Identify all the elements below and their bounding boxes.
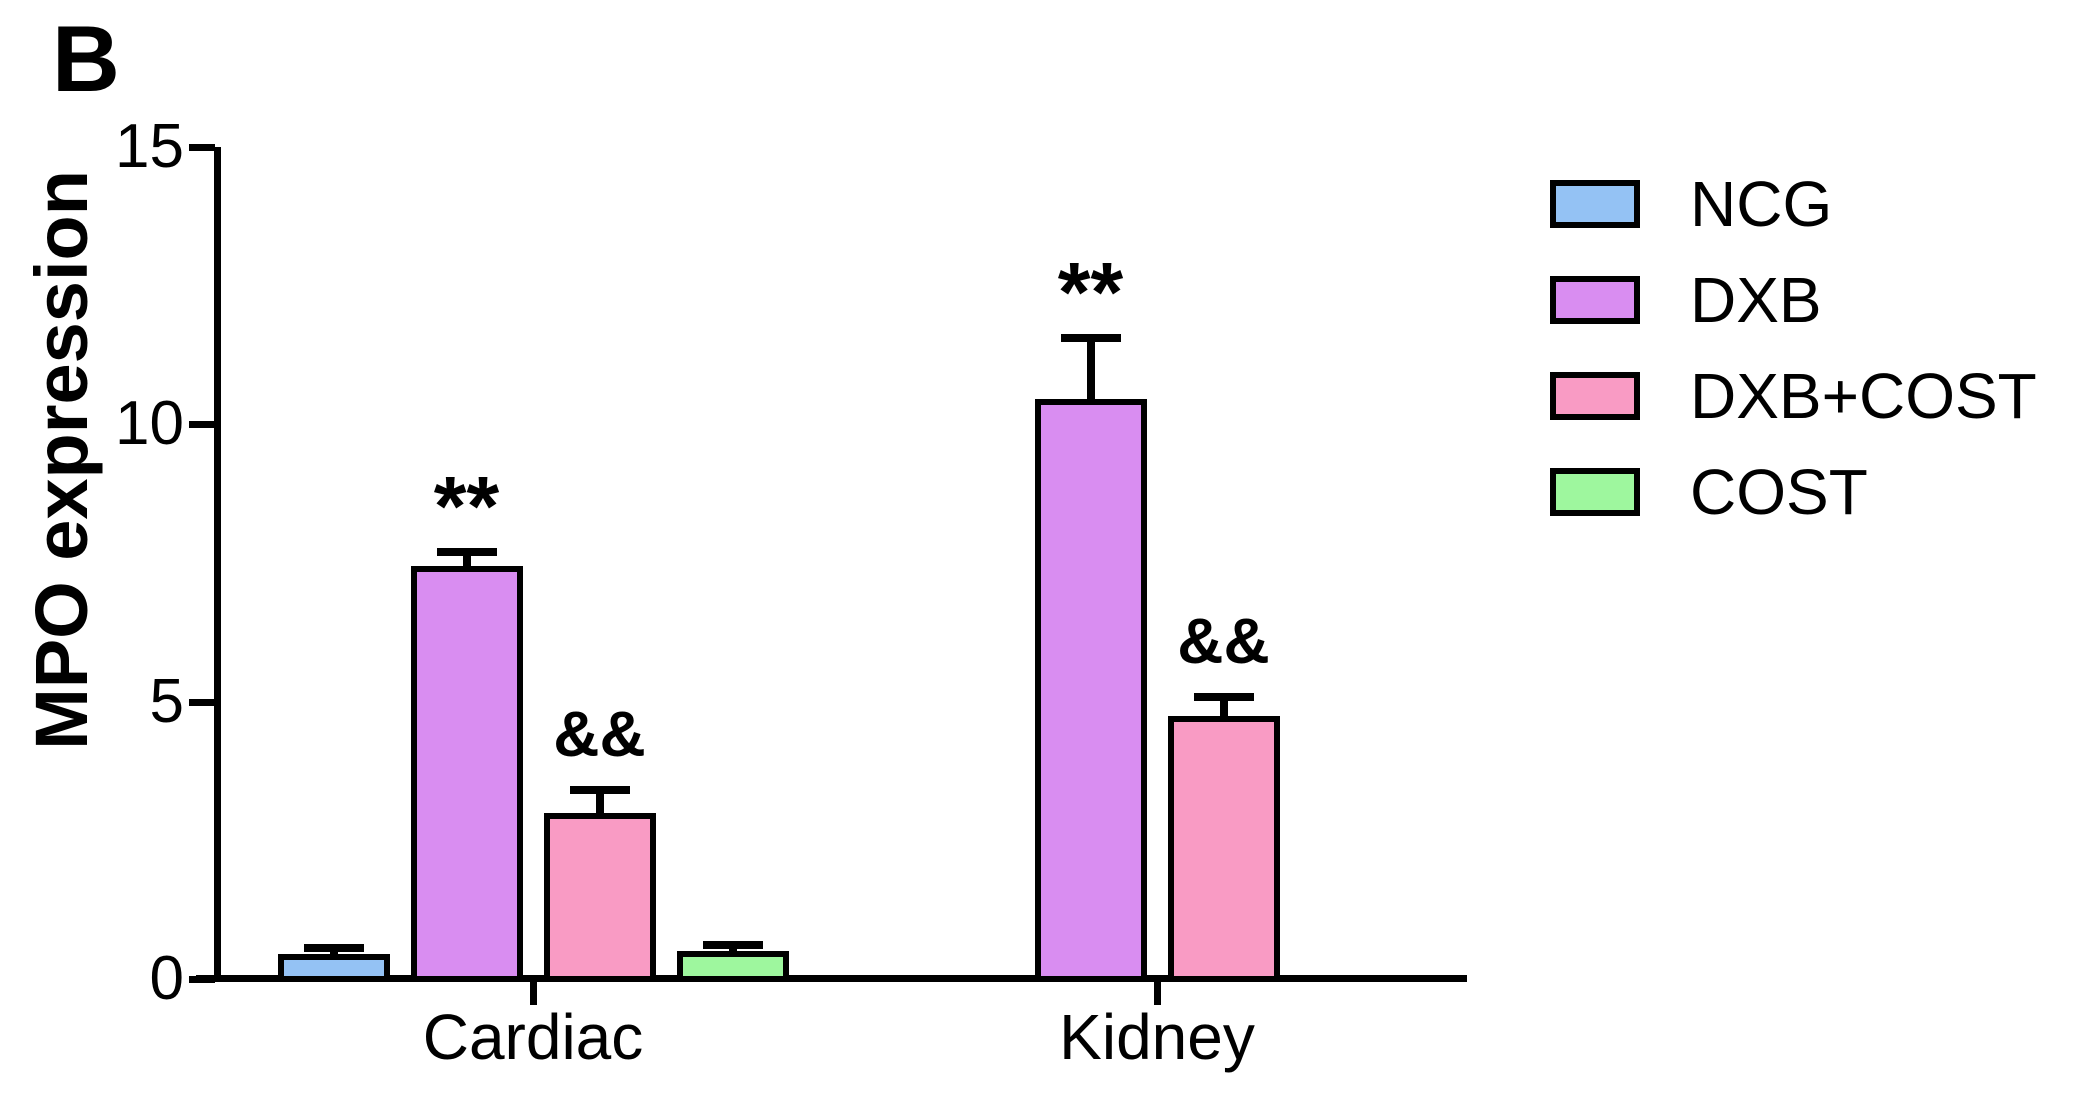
y-tick-label: 0 <box>149 944 184 1013</box>
x-tick-mark <box>1154 979 1161 1005</box>
y-tick-label: 15 <box>115 112 184 181</box>
bar-ncg-cardiac <box>277 954 390 982</box>
error-bar-stem <box>462 551 471 570</box>
x-tick-mark <box>530 979 537 1005</box>
y-tick-mark <box>189 976 215 983</box>
panel-letter: B <box>52 6 120 111</box>
bar-dxb-cost-cardiac <box>543 812 656 982</box>
y-tick-mark <box>189 144 215 151</box>
bar-dxb-cost-kidney <box>1167 715 1280 982</box>
legend-swatch-cost <box>1550 468 1640 516</box>
legend-swatch-dxb-cost <box>1550 372 1640 420</box>
error-bar-cap <box>1060 334 1121 343</box>
legend-entry: DXB+COST <box>1550 364 2070 428</box>
legend-label: DXB+COST <box>1690 360 2037 432</box>
significance-annotation: ** <box>433 458 500 553</box>
error-bar-cap <box>702 940 763 949</box>
error-bar-cap <box>436 547 497 556</box>
y-tick-label: 10 <box>115 389 184 459</box>
y-tick-mark <box>189 421 215 429</box>
y-axis-line <box>214 147 221 982</box>
significance-annotation: && <box>1177 605 1270 678</box>
legend-label: COST <box>1690 456 1868 528</box>
legend-swatch-ncg <box>1550 180 1640 228</box>
x-axis-line <box>196 975 1467 982</box>
legend-entry: NCG <box>1550 172 2070 236</box>
bar-dxb-kidney <box>1034 399 1147 982</box>
significance-annotation: && <box>553 698 646 771</box>
y-axis-title: MPO expression <box>20 170 103 750</box>
bar-dxb-cardiac <box>410 565 523 982</box>
legend-label: NCG <box>1690 168 1833 240</box>
error-bar-cap <box>569 786 630 795</box>
legend-entry: COST <box>1550 460 2070 524</box>
y-tick-mark <box>189 698 215 706</box>
error-bar-stem <box>329 948 338 959</box>
error-bar-stem <box>595 790 604 817</box>
error-bar-stem <box>1086 338 1095 404</box>
legend-entry: DXB <box>1550 268 2070 332</box>
legend-label: DXB <box>1690 264 1822 336</box>
error-bar-stem <box>1219 697 1228 720</box>
y-tick-label: 5 <box>149 666 184 736</box>
error-bar-stem <box>728 944 737 956</box>
x-category-label: Cardiac <box>422 1001 644 1073</box>
x-category-label: Kidney <box>1059 1001 1255 1073</box>
legend-swatch-dxb <box>1550 276 1640 324</box>
error-bar-cap <box>303 944 364 953</box>
error-bar-cap <box>1193 693 1254 702</box>
significance-annotation: ** <box>1057 245 1124 340</box>
bar-cost-cardiac <box>676 951 789 982</box>
